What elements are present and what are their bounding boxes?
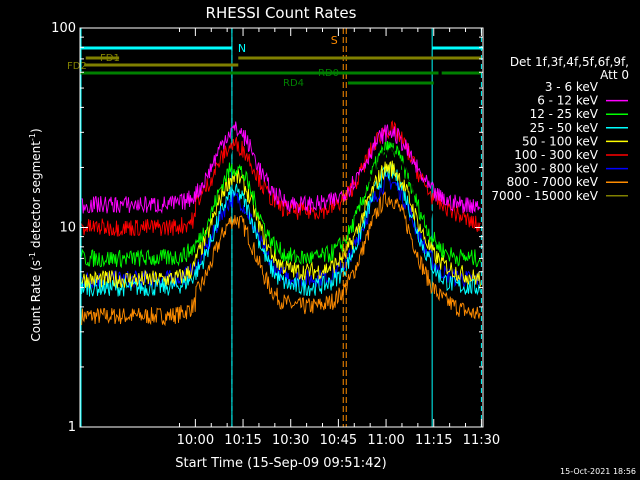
chart-title: RHESSI Count Rates — [206, 4, 357, 22]
legend-label: 300 - 800 keV — [514, 162, 598, 176]
x-tick-label: 10:00 — [177, 433, 214, 448]
rd0-label: RD0 — [318, 68, 339, 79]
legend-header: Att 0 — [600, 68, 629, 82]
y-tick-label: 100 — [51, 21, 76, 36]
x-tick-label: 11:00 — [367, 433, 404, 448]
x-tick-label: 10:30 — [272, 433, 309, 448]
legend-label: 25 - 50 keV — [530, 121, 599, 135]
x-tick-label: 11:30 — [463, 433, 500, 448]
legend-header: Det 1f,3f,4f,5f,6f,9f, — [510, 55, 629, 69]
series-line — [81, 121, 481, 214]
x-tick-label: 10:45 — [320, 433, 357, 448]
legend-label: 6 - 12 keV — [537, 94, 599, 108]
x-tick-label: 10:15 — [224, 433, 261, 448]
fd2-label: FD2 — [67, 61, 87, 72]
x-axis-label: Start Time (15-Sep-09 09:51:42) — [175, 456, 386, 471]
y-tick-label: 1 — [68, 420, 76, 435]
series-line — [81, 191, 481, 327]
series-line — [81, 160, 481, 289]
s-marker-label: S — [331, 34, 338, 47]
legend-label: 800 - 7000 keV — [507, 175, 599, 189]
footer-timestamp: 15-Oct-2021 18:56 — [560, 467, 636, 476]
legend-label: 12 - 25 keV — [530, 107, 599, 121]
night-label: N — [238, 42, 246, 55]
legend-label: 3 - 6 keV — [545, 80, 599, 94]
series-line — [81, 120, 481, 237]
x-tick-label: 11:15 — [415, 433, 452, 448]
fd1-label: FD1 — [100, 53, 120, 64]
rd4-label: RD4 — [283, 78, 304, 89]
y-tick-label: 10 — [59, 221, 76, 236]
legend-label: 7000 - 15000 keV — [491, 189, 598, 203]
legend-label: 50 - 100 keV — [522, 134, 599, 148]
y-axis-label: Count Rate (s-1 detector segment-1) — [28, 128, 43, 341]
series-line — [81, 142, 481, 237]
legend-label: 100 - 300 keV — [514, 148, 598, 162]
